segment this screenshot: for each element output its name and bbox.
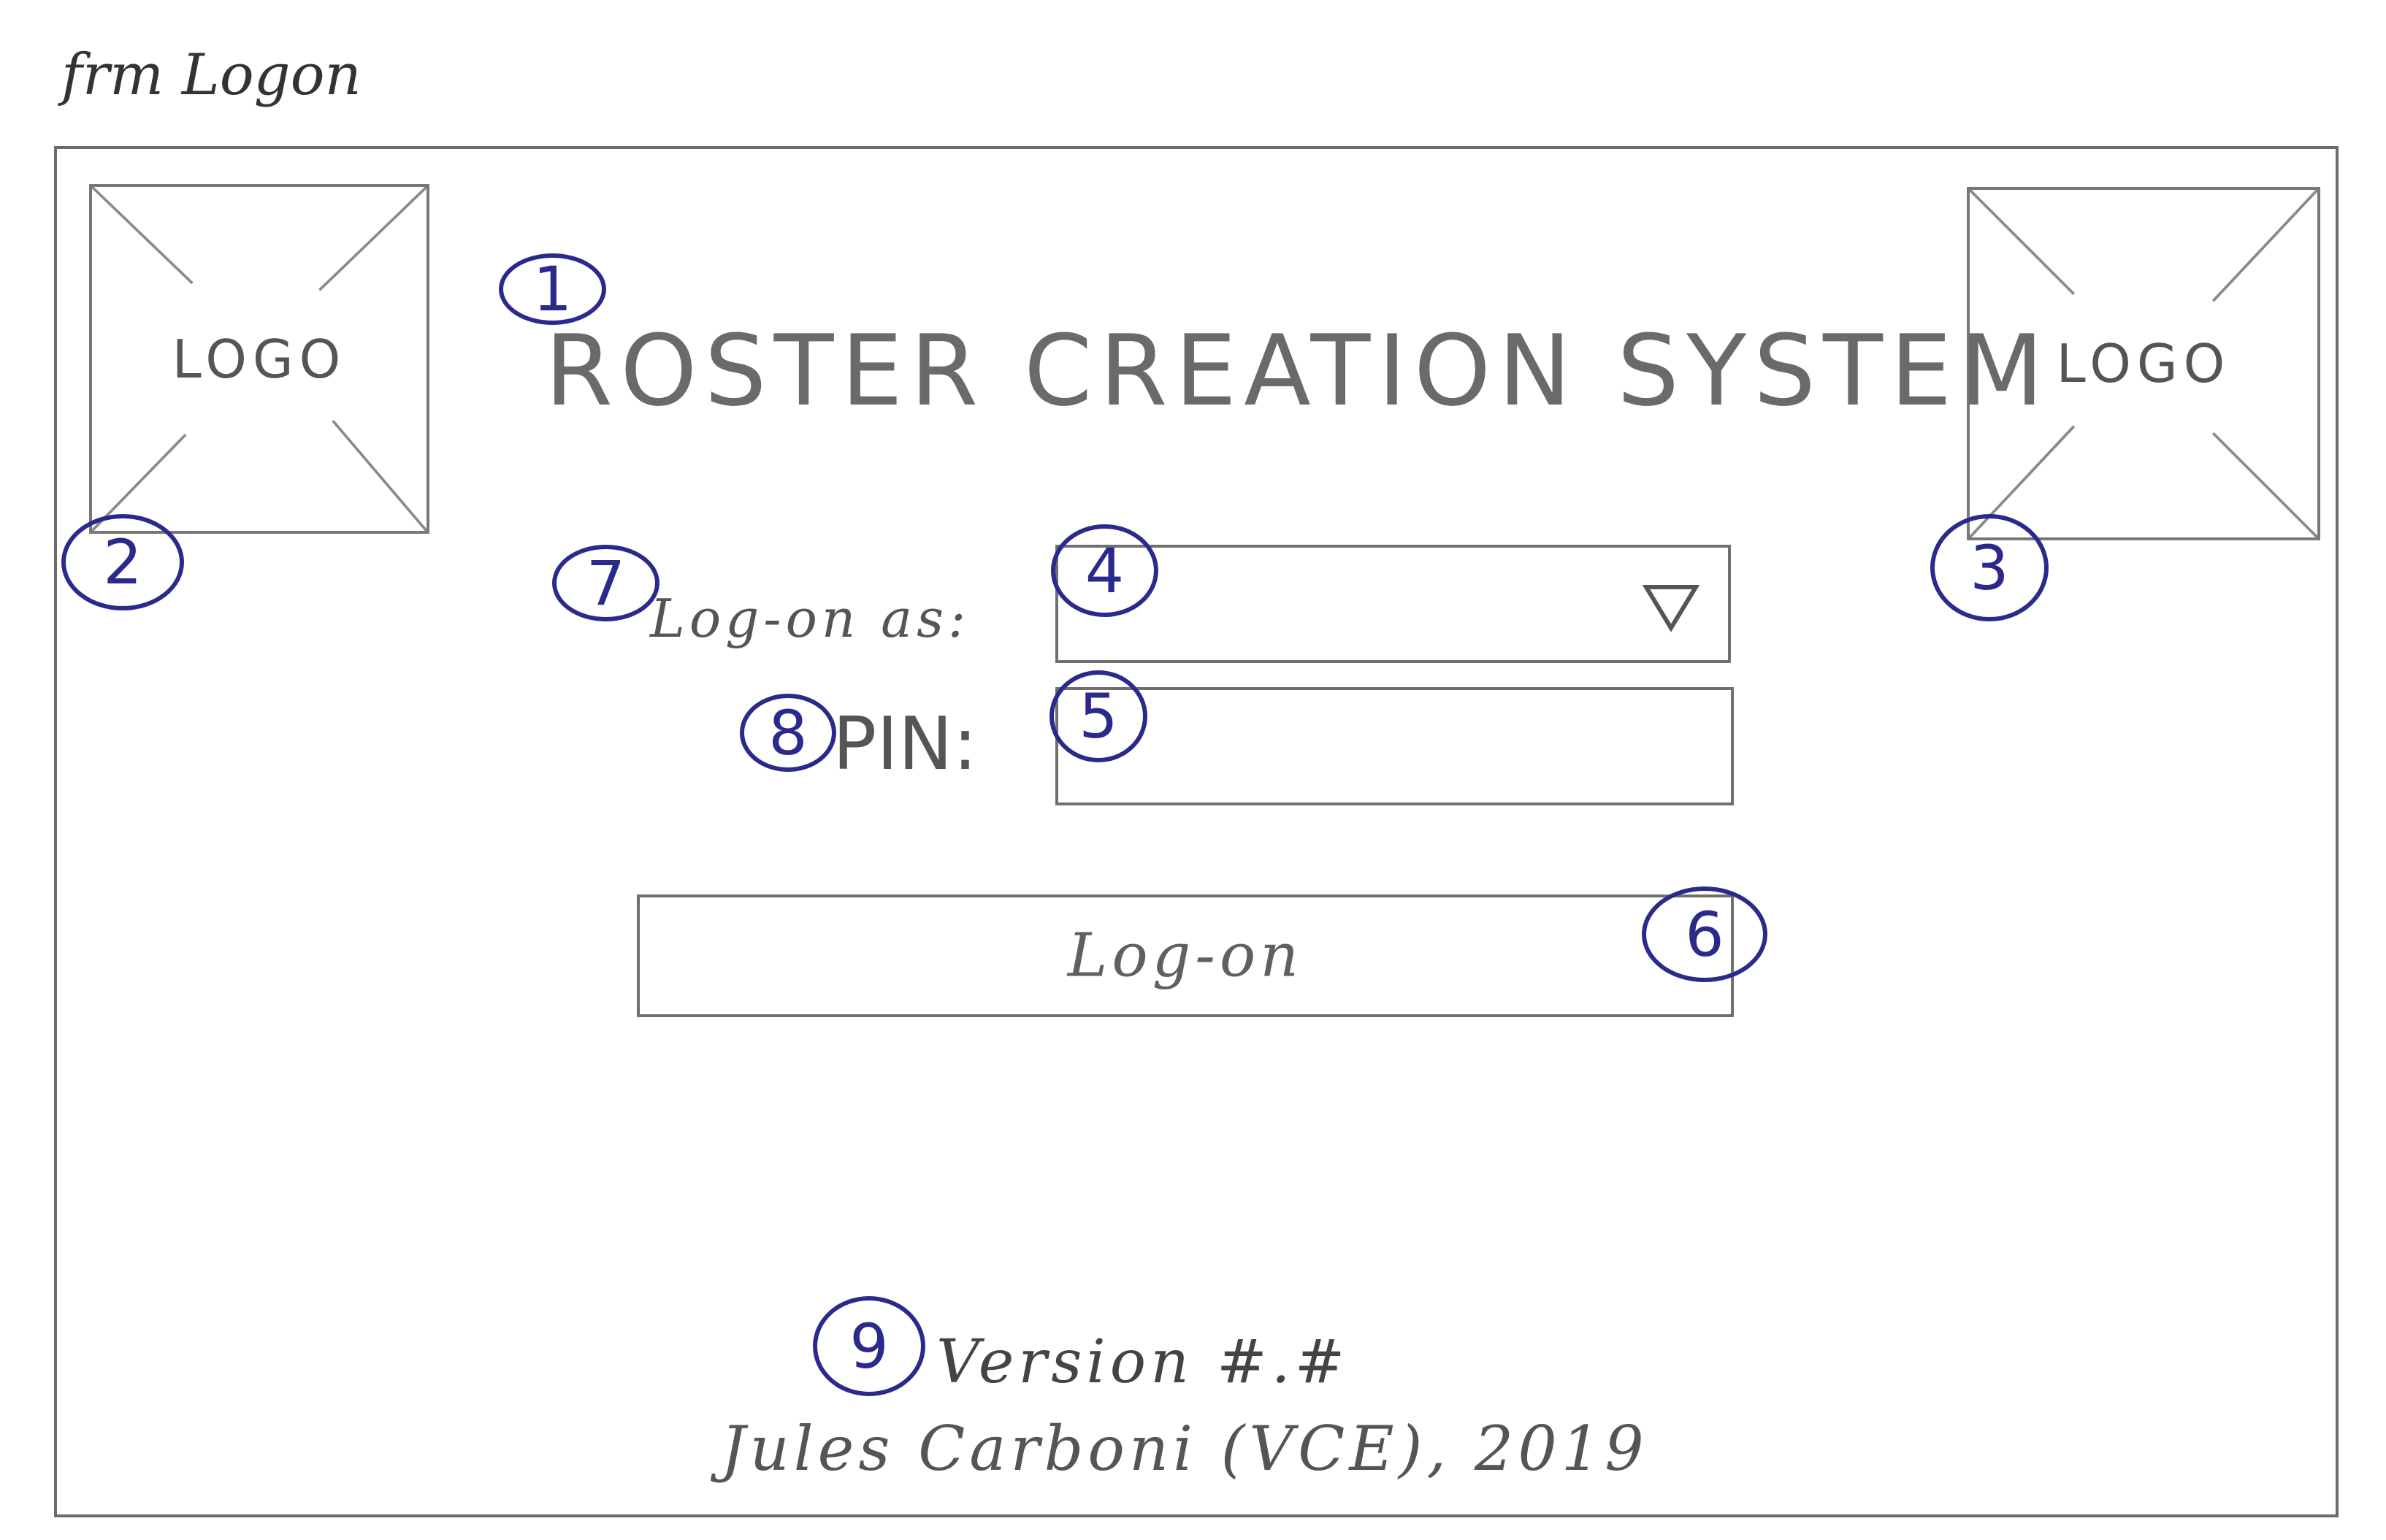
annotation-marker-9: 9 — [813, 1296, 925, 1396]
annotation-marker-5: 5 — [1049, 670, 1147, 762]
logo-left: LOGO — [89, 184, 429, 534]
logo-right: LOGO — [1967, 187, 2320, 540]
author-credit: Jules Carboni (VCE), 2019 — [721, 1413, 1648, 1485]
image-placeholder-icon — [92, 187, 427, 531]
annotation-marker-7: 7 — [552, 545, 659, 621]
triangle-down-icon[interactable] — [1642, 583, 1700, 632]
logon-as-label: Log-on as: — [650, 588, 971, 649]
form-name-caption: frm Logon — [61, 42, 362, 108]
logon-as-dropdown[interactable] — [1055, 545, 1731, 663]
app-title: ROSTER CREATION SYSTEM — [545, 314, 2052, 428]
logo-right-label: LOGO — [2056, 333, 2231, 394]
pin-input[interactable] — [1055, 687, 1734, 805]
annotation-marker-3: 3 — [1930, 514, 2049, 621]
pin-label: PIN: — [833, 701, 978, 786]
annotation-marker-4: 4 — [1051, 524, 1158, 617]
logon-button[interactable]: Log-on — [637, 894, 1734, 1017]
version-text: Version #.# — [936, 1328, 1350, 1397]
logo-left-label: LOGO — [172, 328, 347, 390]
annotation-marker-2: 2 — [61, 514, 184, 610]
logon-form-frame — [54, 146, 2339, 1517]
logon-button-label: Log-on — [1067, 921, 1304, 991]
annotation-marker-6: 6 — [1642, 886, 1767, 982]
annotation-marker-1: 1 — [499, 253, 606, 325]
annotation-marker-8: 8 — [740, 694, 836, 772]
